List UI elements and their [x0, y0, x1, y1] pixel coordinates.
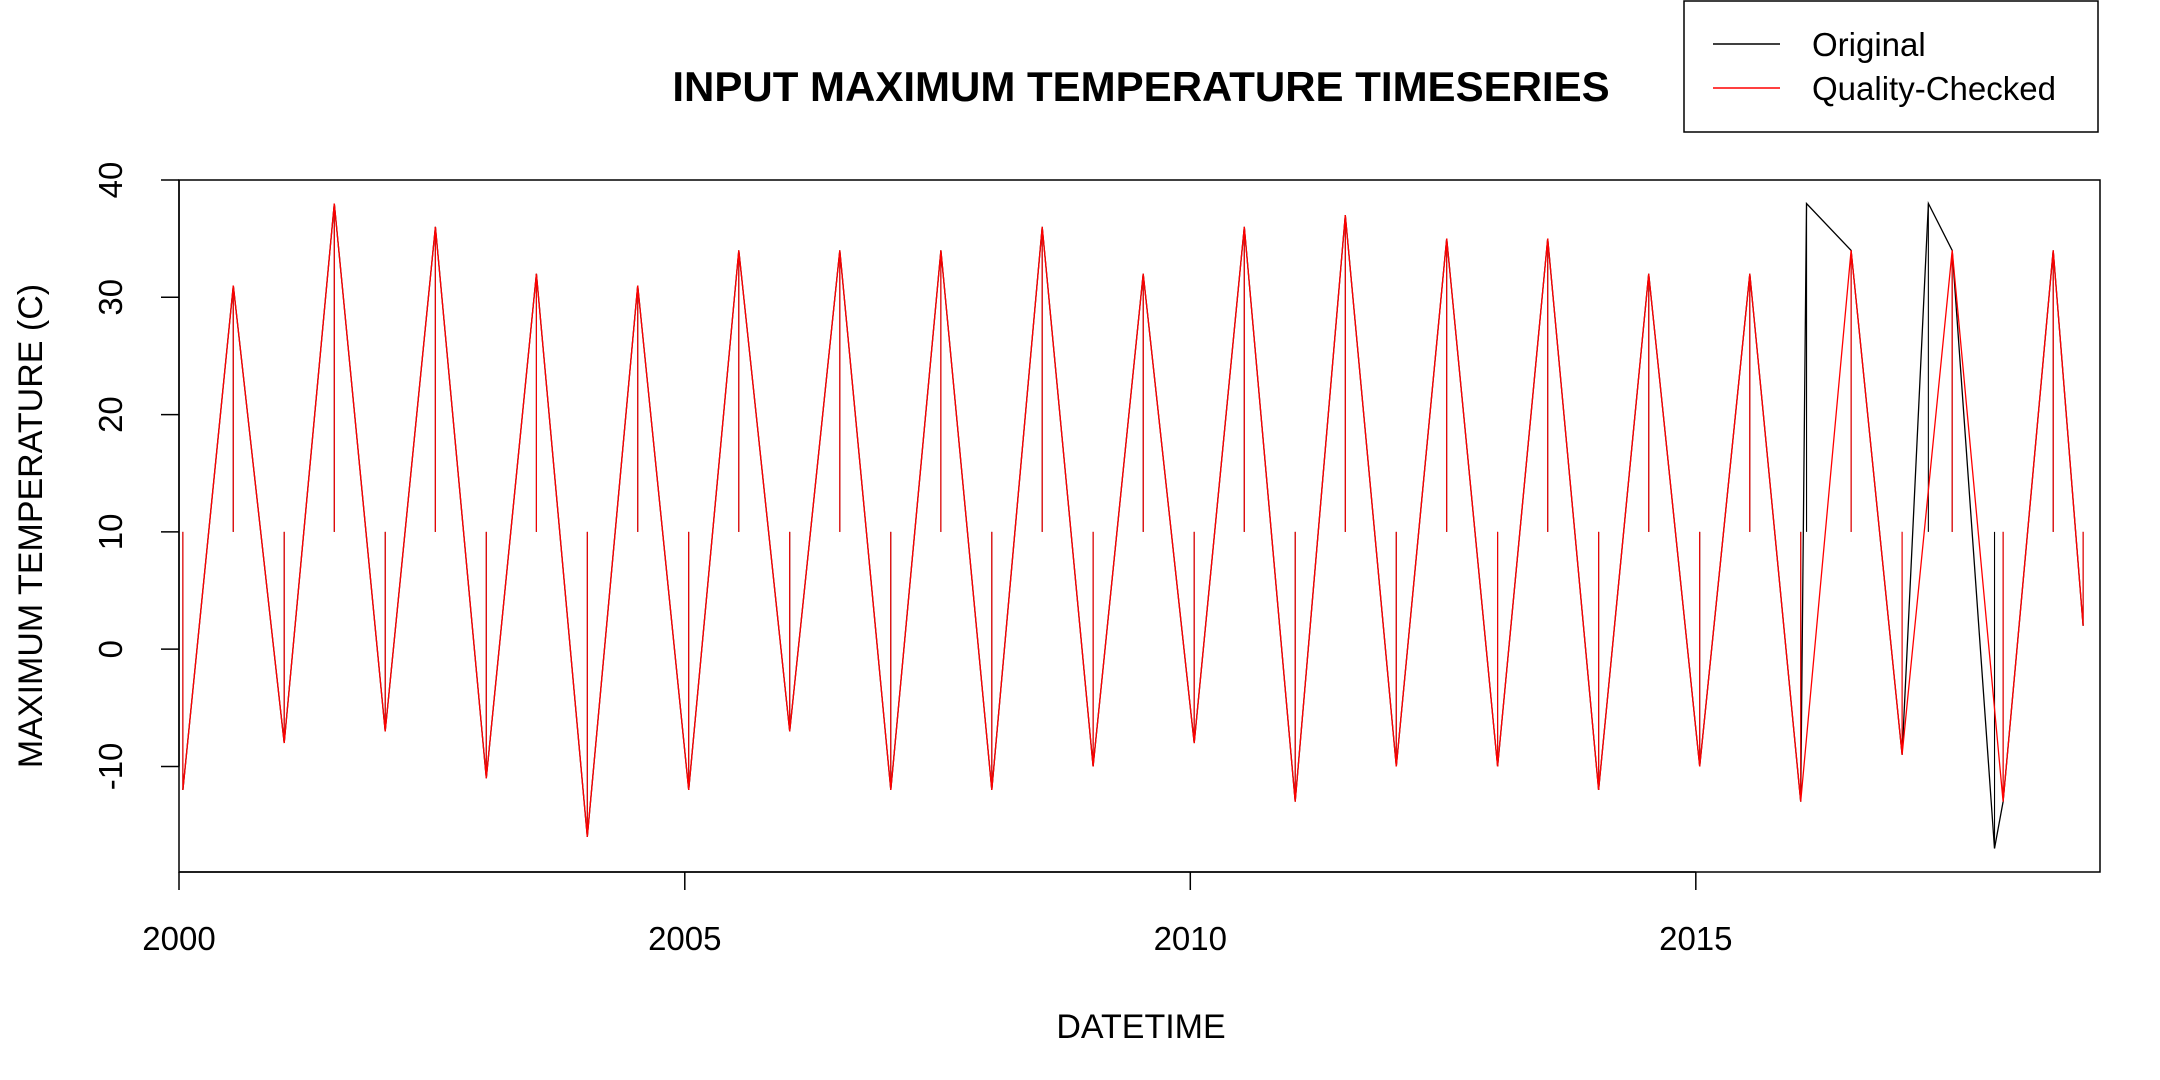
series-quality-checked [182, 203, 2084, 837]
y-tick-label: 0 [92, 640, 129, 658]
legend-label-original: Original [1812, 26, 1926, 63]
series-line [182, 203, 2084, 837]
x-axis-label: DATETIME [1056, 1008, 1225, 1046]
x-tick-label: 2015 [1659, 920, 1732, 957]
y-tick-label: 20 [92, 396, 129, 433]
legend-box [1683, 0, 2099, 133]
series-line [182, 201, 2084, 849]
x-tick-label: 2005 [648, 920, 721, 957]
series-layer [182, 201, 2084, 849]
y-tick-label: -10 [92, 743, 129, 791]
legend-label-quality-checked: Quality-Checked [1812, 70, 2056, 107]
y-tick-label: 10 [92, 514, 129, 551]
chart-title: INPUT MAXIMUM TEMPERATURE TIMESERIES [672, 63, 1609, 110]
plot-frame [178, 179, 2101, 873]
series-original [182, 201, 2084, 849]
y-tick-label: 30 [92, 279, 129, 316]
x-tick-label: 2010 [1154, 920, 1227, 957]
legend: Original Quality-Checked [1683, 0, 2099, 133]
y-axis: -10 0 10 20 30 40 [92, 162, 180, 791]
x-axis: 2000 2005 2010 2015 [142, 871, 1733, 957]
y-tick-label: 40 [92, 162, 129, 199]
y-axis-label: MAXIMUM TEMPERATURE (C) [12, 284, 50, 768]
x-tick-label: 2000 [142, 920, 215, 957]
